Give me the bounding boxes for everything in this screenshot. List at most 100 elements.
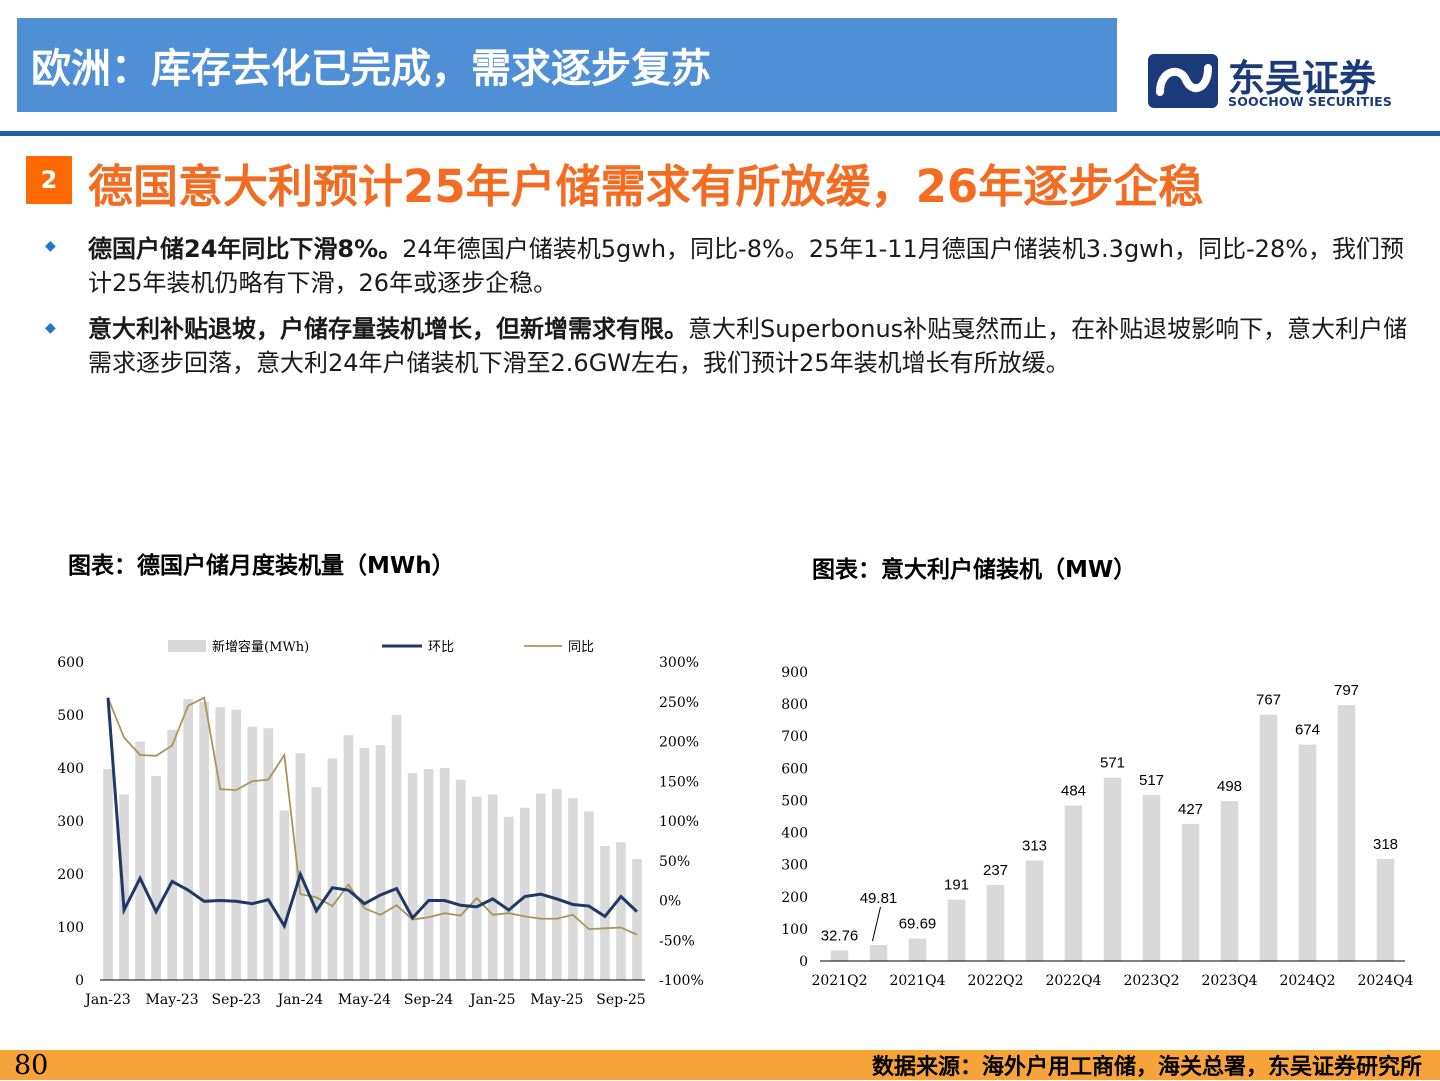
bar-Jun-24	[375, 745, 386, 980]
bar-2024Q1	[1259, 714, 1278, 961]
bar-2022Q1	[947, 899, 966, 961]
legend-label-yoy: 同比	[568, 640, 594, 655]
page-title: 欧洲：库存去化已完成，需求逐步复苏	[31, 46, 711, 92]
right-tick-label: 50%	[659, 854, 690, 870]
bar-Aug-23	[215, 707, 226, 980]
bar-2022Q2	[986, 884, 1005, 961]
bar-Jul-24	[391, 715, 402, 980]
bar-Mar-25	[519, 807, 530, 980]
company-logo: 东吴证券 SOOCHOW SECURITIES	[1146, 48, 1406, 112]
bar-Sep-24	[423, 769, 434, 980]
right-tick-label: -100%	[659, 973, 704, 989]
left-tick-label: 400	[57, 761, 84, 777]
bar-Jan-24	[295, 753, 306, 980]
page-number: 80	[14, 1050, 49, 1081]
x-tick-label: 2024Q2	[1279, 973, 1335, 989]
bar-Mar-24	[327, 758, 338, 980]
bullet-diamond-icon: ◆	[45, 320, 56, 336]
right-tick-label: 250%	[659, 695, 699, 711]
y-tick-label: 700	[781, 729, 808, 745]
y-tick-label: 400	[781, 826, 808, 842]
x-tick-label: May-24	[338, 992, 391, 1008]
x-tick-label: Sep-23	[212, 992, 261, 1008]
y-tick-label: 500	[781, 793, 808, 809]
bar-2023Q3	[1181, 823, 1200, 961]
left-tick-label: 200	[57, 867, 84, 883]
bar-Jan-25	[487, 794, 498, 980]
y-tick-label: 100	[781, 922, 808, 938]
bar-Apr-25	[536, 793, 546, 980]
bullet-lead-germany: 德国户储24年同比下滑8%。	[88, 235, 403, 263]
left-tick-label: 0	[75, 973, 84, 989]
title-bar: 欧洲：库存去化已完成，需求逐步复苏	[17, 18, 1117, 112]
x-tick-label: 2021Q2	[811, 973, 867, 989]
bar-Oct-24	[439, 768, 450, 980]
bar-Oct-25	[632, 859, 642, 980]
header-divider	[0, 131, 1440, 136]
data-label: 69.69	[899, 916, 937, 933]
bar-2023Q4	[1220, 801, 1239, 961]
bar-Jan-23	[103, 769, 113, 980]
bar-Jun-25	[568, 798, 578, 980]
bar-Feb-25	[503, 816, 514, 980]
line-series-yoy	[107, 696, 638, 936]
data-label: 32.76	[821, 927, 859, 944]
left-tick-label: 100	[57, 920, 84, 936]
data-label: 427	[1178, 801, 1203, 818]
x-tick-label: Jan-25	[468, 992, 516, 1008]
bar-2021Q2	[830, 950, 849, 961]
y-tick-label: 200	[781, 890, 808, 906]
bar-Oct-23	[247, 726, 258, 980]
right-tick-label: 100%	[659, 814, 699, 830]
data-label: 797	[1334, 682, 1359, 699]
y-tick-label: 800	[781, 697, 808, 713]
bar-2023Q2	[1142, 794, 1161, 961]
left-tick-label: 500	[57, 708, 84, 724]
bar-Jul-23	[199, 701, 209, 980]
bar-2023Q1	[1103, 777, 1122, 961]
logo-english-name: SOOCHOW SECURITIES	[1228, 94, 1393, 109]
logo-chinese-name: 东吴证券	[1228, 57, 1376, 100]
section-number-badge: 2	[26, 156, 72, 204]
bar-2022Q4	[1064, 805, 1083, 961]
data-label-leader	[872, 906, 881, 942]
data-label: 571	[1100, 755, 1125, 772]
logo-mark-icon	[1148, 54, 1218, 108]
bar-2021Q4	[908, 938, 927, 961]
bar-Mar-23	[135, 741, 145, 980]
bar-Jun-23	[183, 699, 193, 980]
legend-label-bars: 新增容量(MWh)	[212, 639, 309, 655]
bar-Apr-24	[343, 735, 354, 980]
data-label: 498	[1217, 778, 1242, 795]
legend-swatch-bars	[168, 640, 206, 652]
data-label: 484	[1061, 783, 1086, 800]
left-tick-label: 300	[57, 814, 84, 830]
x-tick-label: 2024Q4	[1357, 973, 1413, 989]
bullet-lead-italy: 意大利补贴退坡，户储存量装机增长，但新增需求有限。	[88, 315, 688, 343]
bar-Aug-24	[407, 773, 418, 980]
y-tick-label: 600	[781, 761, 808, 777]
y-tick-label: 0	[799, 954, 808, 970]
bar-Dec-23	[279, 810, 290, 980]
bar-Nov-24	[455, 779, 466, 980]
data-label: 191	[944, 877, 969, 894]
bar-2024Q3	[1337, 705, 1356, 961]
data-label: 767	[1256, 692, 1281, 709]
bar-Sep-25	[616, 842, 626, 980]
chart-title-italy: 图表：意大利户储装机（MW）	[812, 557, 1137, 583]
bar-Nov-23	[263, 728, 274, 980]
y-tick-label: 900	[781, 665, 808, 681]
bar-Apr-23	[151, 775, 161, 980]
x-tick-label: Sep-25	[596, 992, 645, 1008]
bullet-paragraph-italy: 意大利补贴退坡，户储存量装机增长，但新增需求有限。意大利Superbonus补贴…	[88, 312, 1428, 380]
data-label: 674	[1295, 722, 1320, 739]
data-label: 49.81	[860, 890, 898, 907]
data-label: 237	[983, 862, 1008, 879]
bar-Dec-24	[471, 796, 482, 980]
right-tick-label: 300%	[659, 655, 699, 671]
left-tick-label: 600	[57, 655, 84, 671]
bar-May-24	[359, 747, 370, 980]
bar-Aug-25	[600, 845, 610, 980]
x-tick-label: 2021Q4	[889, 973, 945, 989]
data-source: 数据来源：海外户用工商储，海关总署，东吴证券研究所	[871, 1055, 1422, 1080]
